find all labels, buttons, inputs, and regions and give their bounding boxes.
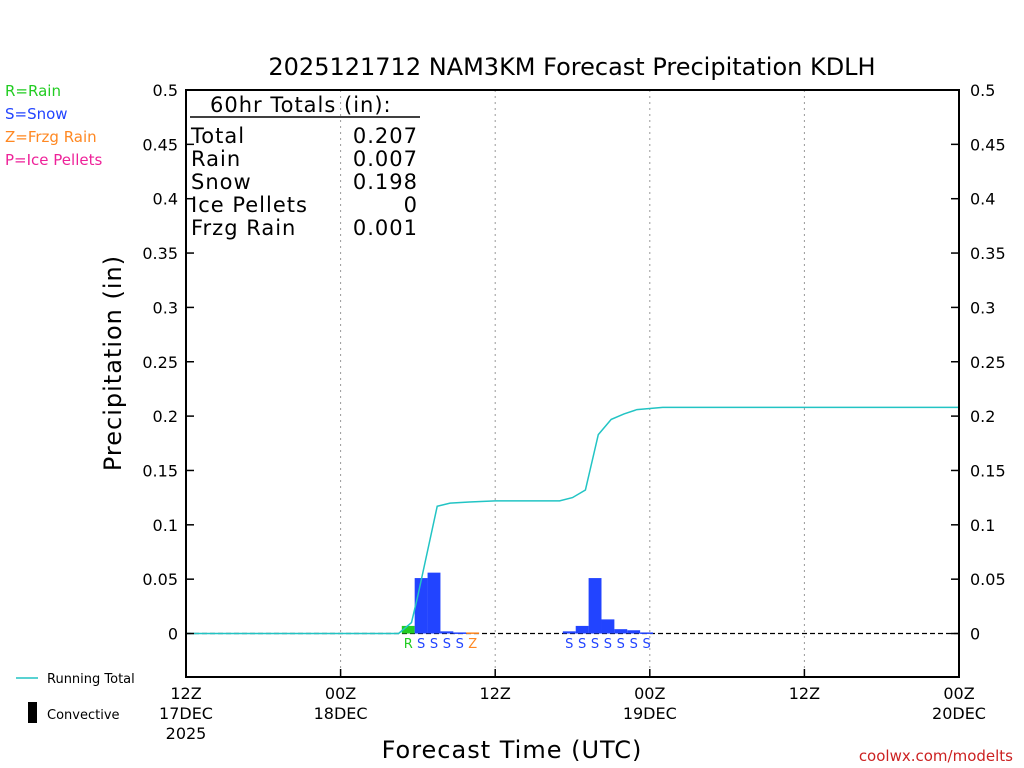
ptype-marker: S	[630, 637, 638, 652]
grid-layer	[340, 90, 805, 677]
ptype-marker: Z	[468, 637, 477, 652]
x-tick-label: 12Z	[170, 684, 201, 703]
x-tick-date: 18DEC	[314, 704, 368, 723]
running-total-legend-label: Running Total	[47, 672, 135, 687]
y-tick-label-right: 0.15	[970, 461, 1006, 480]
y-axis-label: Precipitation (in)	[99, 255, 127, 471]
precip-bar	[588, 578, 602, 634]
totals-header: 60hr Totals (in):	[210, 93, 392, 117]
y-tick-label-right: 0.25	[970, 353, 1006, 372]
plot-frame	[185, 89, 960, 678]
y-tick-label-right: 0.45	[970, 135, 1006, 154]
ptype-legend-item: P=Ice Pellets	[5, 151, 102, 169]
y-ticks-layer: 0 0 0.05 0.05 0.1 0.1 0.15 0.15 0.2 0.2 0.25 0.25 0.…	[142, 81, 1005, 644]
totals-row-value: 0.001	[353, 216, 418, 240]
y-tick-label-right: 0	[970, 625, 980, 644]
ptype-marker: S	[578, 637, 586, 652]
y-tick-label-right: 0.05	[970, 570, 1006, 589]
y-tick-label-left: 0.05	[142, 570, 178, 589]
precip-bar	[614, 629, 628, 634]
precip-bar	[562, 631, 576, 634]
bottom-legend: Running Total Convective	[16, 672, 135, 723]
ptype-marker: S	[591, 637, 599, 652]
precip-bar	[440, 631, 454, 634]
precip-bar	[575, 625, 589, 634]
convective-legend-swatch	[28, 702, 37, 723]
totals-row-label: Snow	[191, 170, 252, 194]
precip-bar	[401, 625, 415, 634]
ptype-legend-item: S=Snow	[5, 105, 68, 123]
y-tick-label-left: 0.35	[142, 244, 178, 263]
ptype-marker: S	[617, 637, 625, 652]
running-total-line	[186, 406, 959, 635]
totals-row-label: Frzg Rain	[191, 216, 296, 240]
bars-layer	[401, 572, 654, 634]
precip-bar	[427, 572, 441, 634]
x-tick-label: 00Z	[943, 684, 974, 703]
precip-bar	[466, 632, 480, 634]
frame-layer	[185, 89, 960, 678]
y-tick-label-left: 0	[168, 625, 178, 644]
totals-row-value: 0.007	[353, 147, 418, 171]
y-tick-label-right: 0.35	[970, 244, 1006, 263]
running-total-layer	[186, 406, 959, 635]
precip-bar	[453, 632, 467, 634]
y-tick-label-right: 0.3	[970, 298, 995, 317]
ptype-marker: S	[417, 637, 425, 652]
ptype-marker: S	[456, 637, 464, 652]
y-tick-label-left: 0.15	[142, 461, 178, 480]
y-tick-label-right: 0.5	[970, 81, 995, 100]
precip-bar	[627, 630, 641, 634]
ptype-legend-item: R=Rain	[5, 82, 61, 100]
ptype-marker: S	[565, 637, 573, 652]
x-tick-label: 00Z	[325, 684, 356, 703]
precip-bar	[414, 578, 428, 634]
credit-text: coolwx.com/modelts	[859, 747, 1013, 765]
y-tick-label-left: 0.5	[153, 81, 178, 100]
x-tick-date: 19DEC	[623, 704, 677, 723]
totals-row-label: Ice Pellets	[191, 193, 308, 217]
y-tick-label-right: 0.2	[970, 407, 995, 426]
totals-row-value: 0	[404, 193, 418, 217]
totals-rows: Total 0.207 Rain 0.007 Snow 0.198 Ice Pellets 0…	[190, 124, 418, 240]
ptype-marker: S	[430, 637, 438, 652]
y-tick-label-left: 0.1	[153, 516, 178, 535]
ptype-marker: S	[642, 637, 650, 652]
y-tick-label-left: 0.45	[142, 135, 178, 154]
totals-row-label: Total	[190, 124, 245, 148]
x-tick-label: 00Z	[634, 684, 665, 703]
totals-box: 60hr Totals (in): Total 0.207 Rain 0.007 Sno…	[190, 93, 420, 240]
ptype-marker: R	[404, 637, 413, 652]
chart-title: 2025121712 NAM3KM Forecast Precipitation…	[268, 53, 875, 81]
x-tick-label: 12Z	[789, 684, 820, 703]
y-tick-label-right: 0.4	[970, 190, 995, 209]
y-tick-label-left: 0.3	[153, 298, 178, 317]
y-tick-label-left: 0.4	[153, 190, 178, 209]
y-tick-label-left: 0.2	[153, 407, 178, 426]
ptype-marker: S	[443, 637, 451, 652]
x-tick-date: 20DEC	[932, 704, 986, 723]
y-tick-label-right: 0.1	[970, 516, 995, 535]
totals-row-label: Rain	[191, 147, 241, 171]
y-tick-label-left: 0.25	[142, 353, 178, 372]
x-tick-year: 2025	[166, 724, 207, 743]
totals-row-value: 0.198	[353, 170, 418, 194]
x-tick-date: 17DEC	[159, 704, 213, 723]
precip-bar	[601, 619, 615, 634]
precip-bar	[640, 632, 654, 634]
x-tick-label: 12Z	[480, 684, 511, 703]
convective-legend-label: Convective	[47, 708, 120, 723]
ptype-marker: S	[604, 637, 612, 652]
ptype-legend: R=Rain S=Snow Z=Frzg Rain P=Ice Pellets	[5, 82, 102, 169]
x-axis-label: Forecast Time (UTC)	[382, 736, 643, 764]
ptype-legend-item: Z=Frzg Rain	[5, 128, 97, 146]
totals-row-value: 0.207	[353, 124, 418, 148]
